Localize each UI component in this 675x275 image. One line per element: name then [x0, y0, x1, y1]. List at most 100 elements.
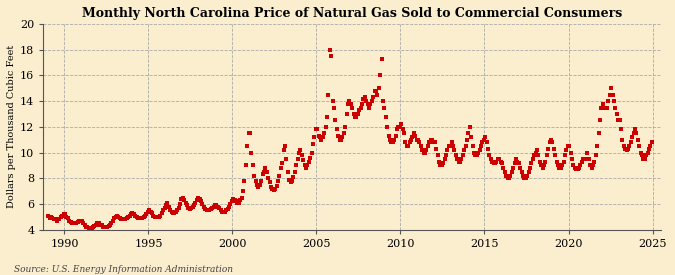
Point: [105, 222, 115, 227]
Point: [375, 73, 385, 78]
Point: [390, 134, 401, 138]
Point: [592, 144, 603, 148]
Point: [642, 150, 653, 155]
Point: [441, 153, 452, 157]
Point: [81, 225, 92, 229]
Point: [227, 197, 238, 201]
Point: [458, 153, 468, 157]
Point: [386, 140, 397, 144]
Point: [565, 150, 576, 155]
Point: [135, 216, 146, 220]
Point: [500, 170, 510, 174]
Point: [454, 160, 465, 164]
Point: [144, 208, 155, 213]
Point: [264, 180, 275, 184]
Point: [411, 138, 422, 142]
Point: [261, 170, 272, 174]
Point: [267, 186, 277, 191]
Point: [622, 147, 633, 151]
Point: [418, 150, 429, 155]
Point: [236, 196, 247, 200]
Point: [132, 216, 143, 220]
Point: [553, 163, 564, 168]
Point: [406, 138, 416, 142]
Point: [436, 163, 447, 168]
Point: [86, 226, 97, 231]
Point: [127, 211, 138, 215]
Point: [221, 208, 232, 213]
Point: [421, 148, 432, 152]
Point: [193, 196, 204, 200]
Point: [536, 163, 547, 168]
Point: [620, 147, 630, 151]
Point: [183, 206, 194, 210]
Point: [582, 150, 593, 155]
Point: [182, 203, 192, 208]
Point: [599, 105, 610, 110]
Point: [377, 99, 388, 103]
Point: [218, 210, 229, 214]
Point: [165, 208, 176, 213]
Point: [240, 163, 251, 168]
Point: [260, 166, 271, 170]
Point: [256, 179, 267, 183]
Point: [250, 179, 261, 183]
Point: [612, 112, 622, 116]
Point: [303, 160, 314, 164]
Point: [148, 213, 159, 218]
Point: [68, 221, 79, 226]
Point: [326, 54, 337, 58]
Point: [114, 216, 125, 220]
Point: [107, 219, 118, 223]
Point: [146, 211, 157, 215]
Point: [232, 200, 243, 205]
Point: [263, 176, 273, 180]
Point: [396, 122, 406, 127]
Point: [231, 199, 242, 204]
Point: [425, 138, 436, 142]
Point: [481, 140, 492, 144]
Point: [408, 131, 419, 136]
Point: [376, 56, 387, 61]
Point: [566, 157, 577, 161]
Point: [524, 166, 535, 170]
Point: [167, 211, 178, 215]
Point: [601, 105, 612, 110]
Point: [290, 170, 300, 174]
Point: [341, 112, 352, 116]
Point: [207, 206, 217, 210]
Point: [152, 215, 163, 219]
Point: [412, 138, 423, 142]
Point: [470, 153, 481, 157]
Point: [467, 144, 478, 148]
Point: [151, 215, 161, 219]
Point: [442, 148, 453, 152]
Point: [382, 125, 393, 129]
Point: [180, 200, 191, 205]
Point: [508, 166, 518, 170]
Point: [407, 135, 418, 139]
Point: [415, 144, 426, 148]
Point: [372, 92, 383, 97]
Point: [106, 221, 117, 226]
Point: [99, 225, 110, 229]
Point: [213, 204, 223, 209]
Point: [634, 144, 645, 148]
Point: [325, 47, 335, 52]
Point: [593, 131, 604, 136]
Point: [535, 160, 545, 164]
Point: [315, 135, 325, 139]
Point: [516, 170, 527, 174]
Point: [306, 150, 317, 155]
Point: [334, 138, 345, 142]
Point: [514, 161, 524, 165]
Point: [479, 138, 489, 142]
Point: [76, 219, 87, 223]
Point: [219, 210, 230, 214]
Point: [609, 99, 620, 103]
Point: [138, 215, 149, 219]
Point: [166, 210, 177, 214]
Point: [355, 105, 366, 110]
Point: [637, 153, 647, 157]
Point: [71, 221, 82, 226]
